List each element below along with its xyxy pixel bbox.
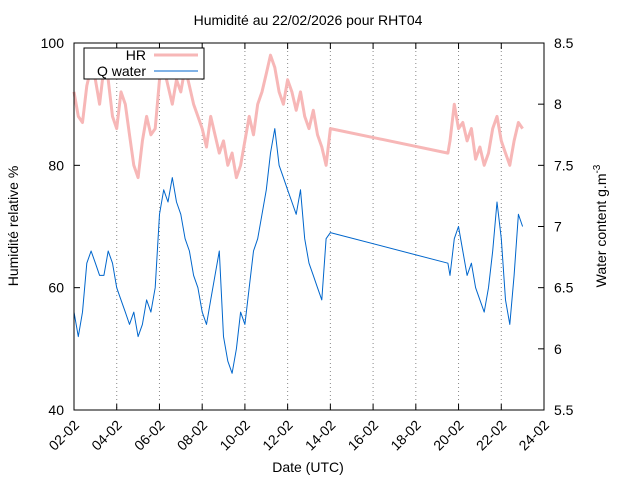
x-tick-label: 04-02: [88, 417, 125, 454]
legend-label-hr: HR: [126, 47, 146, 63]
y-right-axis-label-sup: -3: [592, 164, 603, 173]
y-left-tick-label: 100: [41, 35, 65, 51]
y-right-tick-label: 6.5: [554, 280, 574, 296]
x-tick-label: 12-02: [259, 417, 296, 454]
y-left-axis-label: Humidité relative %: [5, 166, 21, 287]
x-tick-label: 14-02: [302, 417, 339, 454]
y-right-axis-label: Water content g.m-3: [592, 164, 609, 287]
legend: HR Q water: [83, 47, 205, 80]
x-tick-label: 22-02: [473, 417, 510, 454]
x-tick-label: 18-02: [387, 417, 424, 454]
data-series: [72, 53, 524, 374]
x-tick-label: 08-02: [174, 417, 211, 454]
y-right-tick-label: 6: [554, 341, 562, 357]
x-tick-label: 16-02: [345, 417, 382, 454]
series-line-q-water: [73, 128, 524, 374]
y-left-tick-label: 40: [48, 402, 64, 418]
x-tick-label: 10-02: [216, 417, 253, 454]
y-left-tick-label: 80: [48, 157, 64, 173]
y-right-tick-label: 7.5: [554, 157, 574, 173]
plot-frame: [73, 42, 545, 411]
y-left-tick-label: 60: [48, 280, 64, 296]
x-tick-label: 20-02: [430, 417, 467, 454]
chart-title: Humidité au 22/02/2026 pour RHT04: [194, 12, 423, 28]
x-tick-label: 02-02: [45, 417, 82, 454]
legend-box: [83, 47, 205, 80]
x-axis-label: Date (UTC): [272, 459, 344, 475]
y-right-tick-label: 8: [554, 96, 562, 112]
y-right-tick-label: 7: [554, 219, 562, 235]
series-line-hr: [72, 53, 524, 180]
x-tick-label: 06-02: [131, 417, 168, 454]
y-right-tick-label: 8.5: [554, 35, 574, 51]
y-right-tick-label: 5.5: [554, 402, 574, 418]
y-right-axis-label-main: Water content g.m: [593, 174, 609, 288]
x-tick-label: 24-02: [515, 417, 552, 454]
legend-label-q-water: Q water: [97, 63, 146, 79]
